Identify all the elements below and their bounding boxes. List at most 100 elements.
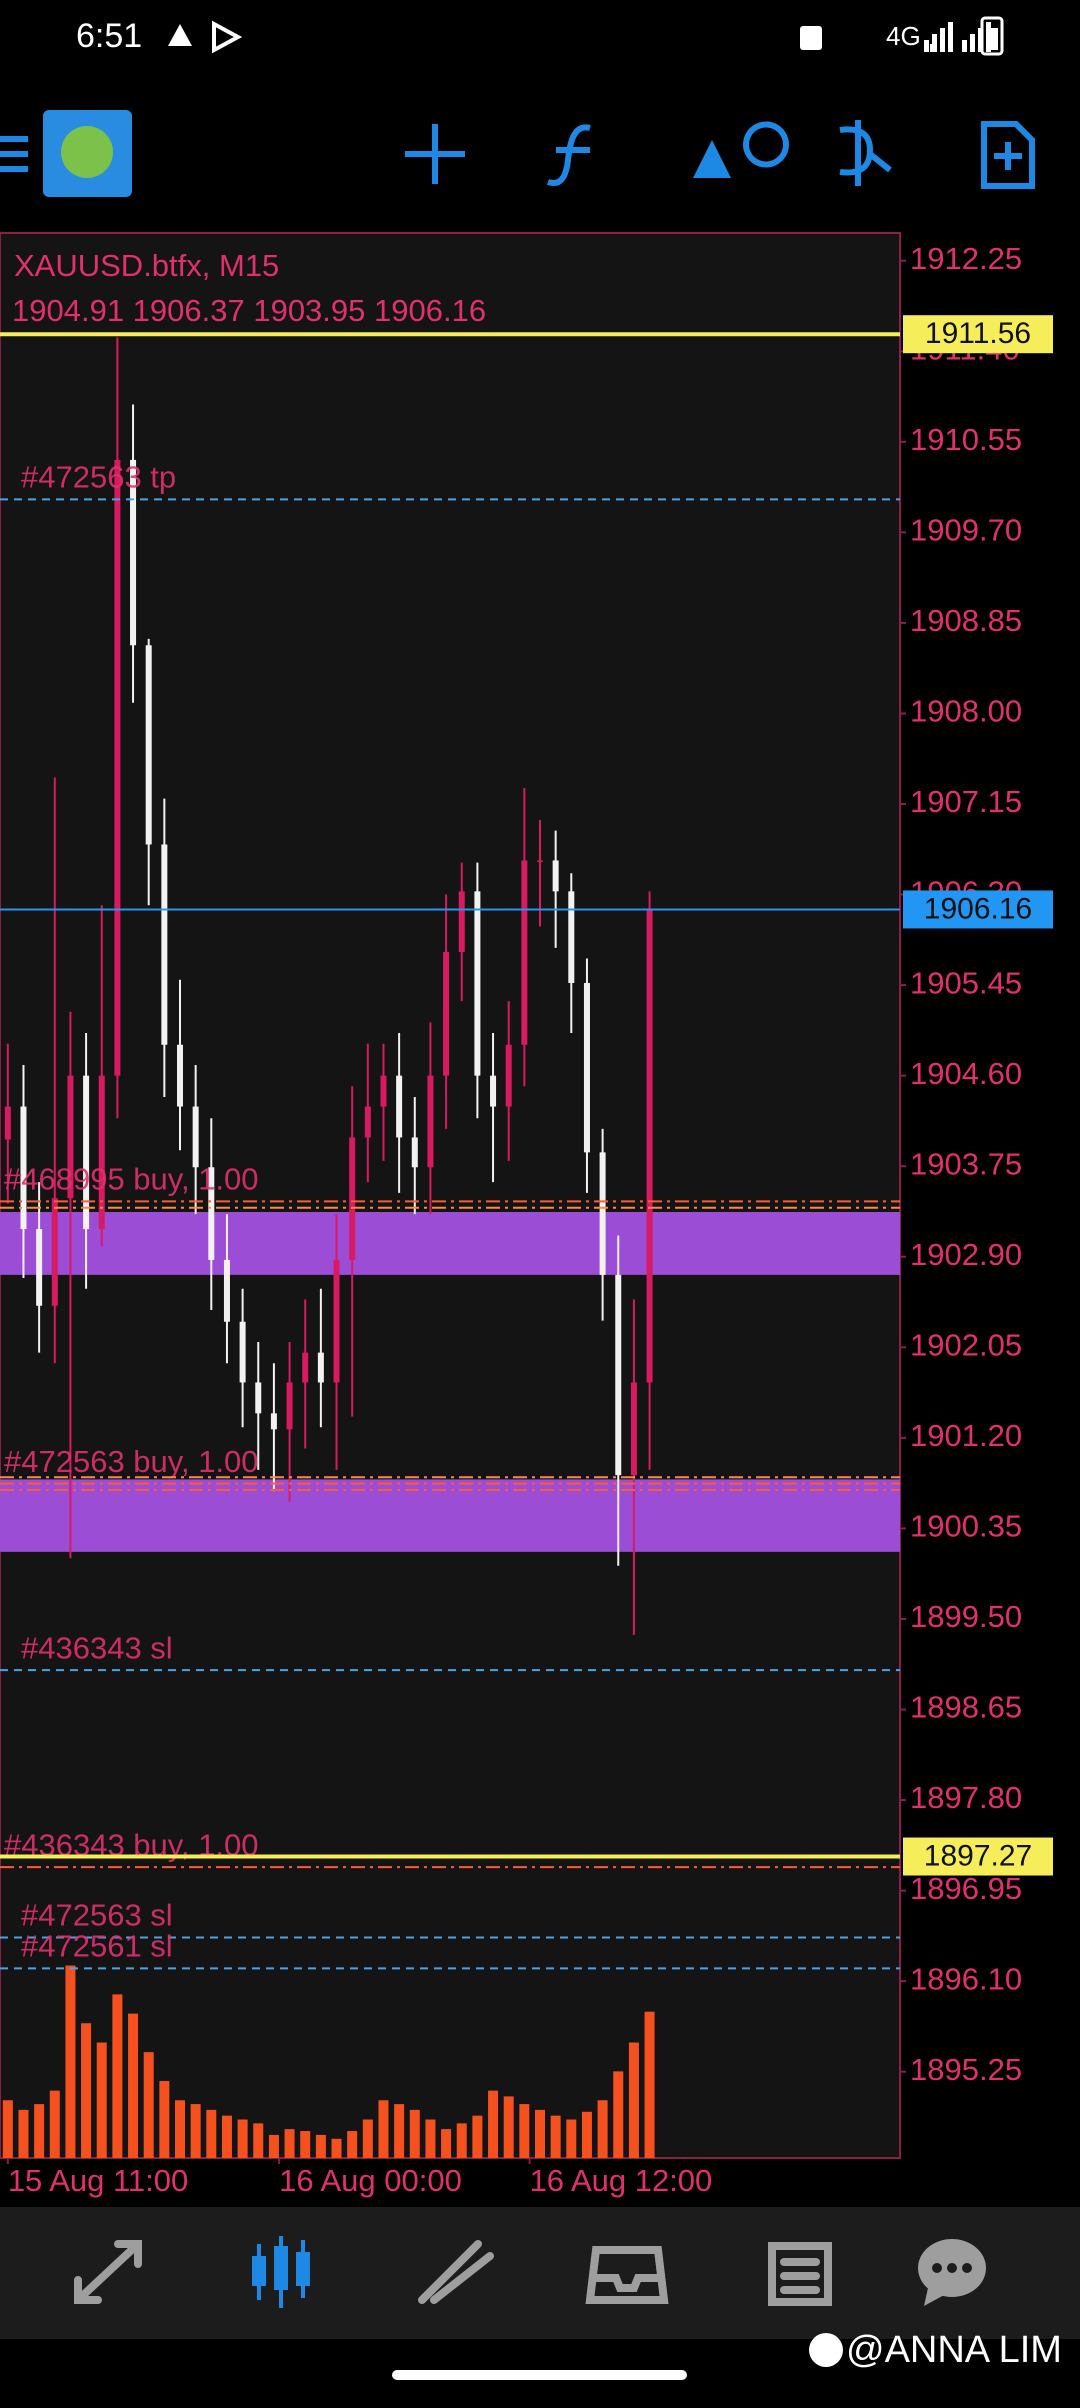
volume-bar xyxy=(378,2100,389,2158)
crosshair-button[interactable] xyxy=(405,124,465,184)
candle-body xyxy=(583,982,590,1153)
candle-body xyxy=(83,1075,90,1230)
candle-body xyxy=(333,1259,340,1383)
volume-bar xyxy=(253,2123,264,2158)
volume-bar xyxy=(613,2071,624,2158)
price-tag-label: 1911.56 xyxy=(925,317,1031,350)
plot: #472563 tp #468995 buy, 1.00 #472563 buy, … xyxy=(0,259,906,2164)
order-label: #468995 buy, 1.00 xyxy=(4,1162,259,1197)
x-tick-label: 16 Aug 00:00 xyxy=(279,2163,462,2198)
y-tick-label: 1910.55 xyxy=(910,422,1022,457)
volume-bar xyxy=(503,2096,514,2158)
volume-bar xyxy=(581,2111,592,2158)
candle-body xyxy=(537,860,543,862)
price-tag-label: 1897.27 xyxy=(924,1839,1032,1872)
volume-bar xyxy=(18,2109,29,2158)
volume-bar xyxy=(300,2131,311,2158)
candle-body xyxy=(521,860,528,1045)
y-tick-label: 1898.65 xyxy=(910,1690,1022,1725)
volume-bar xyxy=(96,2042,107,2158)
y-tick-label: 1899.50 xyxy=(910,1599,1022,1634)
price-tag-label: 1906.16 xyxy=(924,892,1032,925)
y-tick-label: 1912.25 xyxy=(910,241,1022,276)
y-tick-label: 1904.60 xyxy=(910,1056,1022,1091)
volume-bar xyxy=(49,2090,60,2158)
order-label: #472563 sl xyxy=(21,1898,173,1933)
volume-bar xyxy=(206,2109,217,2158)
candle-body xyxy=(349,1137,356,1260)
candle-body xyxy=(411,1137,418,1168)
y-tick-label: 1903.75 xyxy=(910,1146,1022,1181)
volume-bar xyxy=(315,2134,326,2158)
volume-bar xyxy=(347,2131,358,2158)
candle-body xyxy=(98,1075,105,1230)
trade-button[interactable] xyxy=(839,120,892,186)
play-icon xyxy=(212,20,243,54)
quotes-tab[interactable] xyxy=(74,2240,142,2304)
volume-bar xyxy=(175,2100,185,2158)
candle-body xyxy=(36,1229,43,1306)
objects-icon xyxy=(693,140,731,178)
history-tab[interactable] xyxy=(585,2246,669,2304)
volume-bar xyxy=(159,2081,170,2158)
candle-body xyxy=(208,1167,215,1260)
battery-level xyxy=(986,28,998,50)
y-tick-label: 1908.85 xyxy=(910,603,1022,638)
signal-bar xyxy=(970,34,975,52)
price-tag xyxy=(903,890,1053,929)
candle-body xyxy=(396,1075,403,1138)
volume-bar xyxy=(112,1994,123,2158)
y-tick-label: 1909.70 xyxy=(910,513,1022,548)
y-tick-label: 1896.95 xyxy=(910,1871,1022,1906)
volume-bar xyxy=(441,2129,452,2158)
indicators-button[interactable] xyxy=(547,124,591,186)
volume-bar xyxy=(221,2115,232,2158)
candle-body xyxy=(630,1382,637,1476)
price-tag xyxy=(903,1837,1053,1876)
candle-body xyxy=(568,891,575,983)
y-tick-label: 1902.90 xyxy=(910,1237,1022,1272)
y-tick-label: 1902.05 xyxy=(910,1327,1022,1362)
candle-body xyxy=(302,1352,309,1383)
candle-body xyxy=(458,891,465,953)
x-tick-label: 15 Aug 11:00 xyxy=(8,2163,188,2198)
candle-body xyxy=(505,1044,512,1107)
bottom-nav xyxy=(0,2207,1080,2339)
alert-icon xyxy=(168,24,192,46)
chart-area[interactable] xyxy=(0,232,901,2159)
zone xyxy=(0,1479,900,1552)
candle-body xyxy=(145,645,152,845)
news-tab[interactable] xyxy=(768,2242,832,2306)
candle-body xyxy=(177,1044,183,1107)
volume-bar xyxy=(566,2119,577,2158)
chart-tab[interactable] xyxy=(252,2236,310,2308)
menu-button[interactable] xyxy=(0,136,28,172)
candle-body xyxy=(646,909,653,1383)
x-tick-label: 16 Aug 12:00 xyxy=(530,2163,713,2198)
new-order-button[interactable] xyxy=(981,121,1035,189)
chat-tab[interactable] xyxy=(918,2239,986,2306)
status-time: 6:51 xyxy=(76,17,142,55)
candle-body xyxy=(317,1352,324,1383)
candle-body xyxy=(474,891,481,1076)
order-label: #472561 sl xyxy=(21,1929,173,1964)
volume-bar xyxy=(472,2115,483,2158)
y-tick-label: 1905.45 xyxy=(910,965,1022,1000)
volume-bar xyxy=(284,2129,295,2158)
volume-bar xyxy=(550,2115,561,2158)
trade-tab[interactable] xyxy=(418,2240,494,2304)
order-label: #472563 tp xyxy=(21,460,176,495)
battery-icon xyxy=(980,16,1004,56)
candle-body xyxy=(443,952,450,1076)
volume-bar xyxy=(409,2109,420,2158)
signal-bar xyxy=(924,40,929,52)
candle-body xyxy=(239,1321,246,1383)
y-tick-label: 1900.35 xyxy=(910,1509,1022,1544)
gesture-bar xyxy=(392,2370,687,2380)
y-tick-label: 1901.20 xyxy=(910,1418,1022,1453)
volume-bar xyxy=(488,2090,499,2158)
price-tag xyxy=(903,315,1053,354)
objects-button[interactable] xyxy=(743,121,789,168)
y-tick-label: 1896.10 xyxy=(910,1961,1022,1996)
